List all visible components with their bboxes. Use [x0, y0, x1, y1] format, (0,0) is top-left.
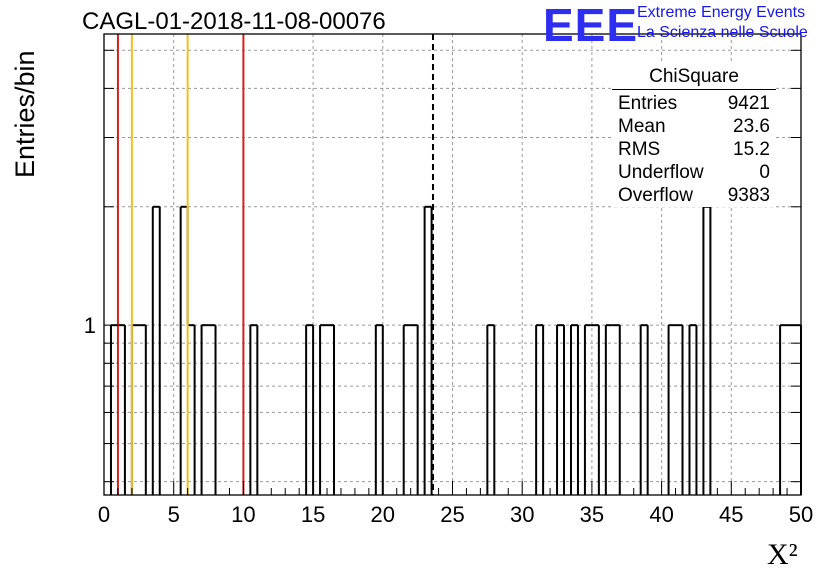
stats-rows: Entries 9421 Mean 23.6 RMS 15.2 Underflow 0 Over…	[612, 92, 776, 207]
stats-row: RMS 15.2	[612, 138, 776, 161]
x-axis-label: X²	[767, 538, 798, 571]
stats-label: Entries	[618, 93, 678, 114]
y-tick-label: 1	[84, 313, 96, 338]
stats-box: ChiSquare Entries 9421 Mean 23.6 RMS 15.2 Unde…	[612, 64, 776, 207]
stats-row: Mean 23.6	[612, 115, 776, 138]
histogram-bins	[109, 205, 802, 495]
x-tick-label: 0	[98, 502, 110, 527]
stats-value: 0	[759, 162, 770, 183]
x-tick-label: 30	[510, 502, 534, 527]
stats-title: ChiSquare	[612, 64, 776, 90]
logo-text-line2: La Scienza nelle Scuole	[637, 24, 808, 41]
x-tick-label: 50	[789, 502, 813, 527]
stats-row: Underflow 0	[612, 161, 776, 184]
chart-title: CAGL-01-2018-11-08-00076	[82, 8, 386, 35]
x-tick-label: 20	[371, 502, 395, 527]
logo-text-line1: Extreme Energy Events	[637, 4, 806, 21]
x-tick-label: 40	[649, 502, 673, 527]
grid-lines	[104, 34, 801, 495]
stats-row: Overflow 9383	[612, 184, 776, 207]
stats-row: Entries 9421	[612, 92, 776, 115]
stats-value: 15.2	[733, 139, 770, 160]
stats-label: Overflow	[618, 185, 693, 206]
x-tick-label: 10	[231, 502, 255, 527]
x-tick-label: 5	[168, 502, 180, 527]
y-axis-label: Entries/bin	[10, 50, 40, 178]
stats-label: RMS	[618, 139, 661, 160]
eee-logo: EEE	[543, 0, 639, 51]
x-tick-label: 25	[440, 502, 464, 527]
stats-label: Underflow	[618, 162, 704, 183]
axis-ticks: 0 5 10 15 20 25 30 35 40 45 50 1	[84, 49, 813, 527]
x-tick-label: 45	[719, 502, 743, 527]
stats-value: 9421	[727, 93, 770, 114]
x-tick-label: 15	[301, 502, 325, 527]
stats-label: Mean	[618, 116, 666, 137]
x-tick-label: 35	[580, 502, 604, 527]
stats-value: 23.6	[733, 116, 770, 137]
reference-lines	[116, 34, 434, 495]
stats-value: 9383	[727, 185, 770, 206]
